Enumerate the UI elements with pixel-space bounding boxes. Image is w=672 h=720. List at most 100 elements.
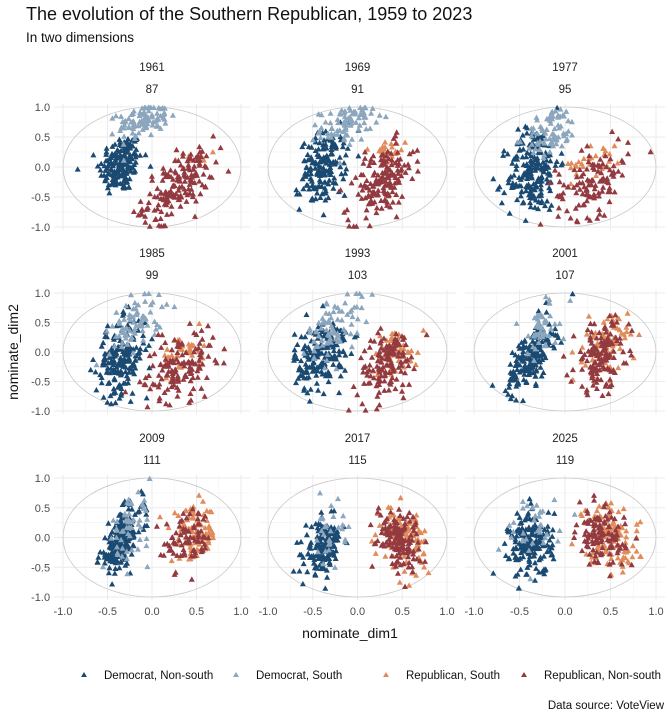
data-point-democrat-non-south <box>312 165 319 171</box>
data-point-democrat-non-south <box>336 351 343 358</box>
data-point-democrat-non-south <box>507 395 514 402</box>
data-point-republican-non-south <box>185 162 192 168</box>
data-point-republican-non-south <box>537 221 544 227</box>
data-point-democrat-south <box>317 490 323 496</box>
data-point-republican-non-south <box>199 361 206 367</box>
data-point-democrat-south <box>171 303 178 310</box>
data-point-republican-non-south <box>144 403 151 410</box>
data-point-democrat-south <box>530 125 537 131</box>
data-point-republican-non-south <box>581 531 588 537</box>
data-point-democrat-south <box>514 139 521 145</box>
data-point-republican-non-south <box>199 182 206 188</box>
unit-circle <box>62 292 242 412</box>
data-point-democrat-non-south <box>291 331 298 337</box>
data-point-democrat-non-south <box>552 162 559 168</box>
x-tick-label: -0.5 <box>98 606 117 618</box>
data-point-democrat-south <box>342 329 349 335</box>
data-point-democrat-non-south <box>337 327 344 333</box>
data-point-republican-south <box>568 540 575 547</box>
data-point-democrat-non-south <box>518 367 525 373</box>
data-point-democrat-non-south <box>319 157 326 164</box>
data-point-republican-non-south <box>373 209 380 216</box>
data-point-republican-non-south <box>190 385 197 392</box>
data-point-democrat-non-south <box>501 189 508 196</box>
data-point-democrat-non-south <box>325 194 332 201</box>
data-point-republican-non-south <box>573 521 580 528</box>
data-point-democrat-south <box>334 127 341 134</box>
data-point-republican-non-south <box>378 358 385 365</box>
data-point-republican-south <box>585 313 592 319</box>
data-point-democrat-south <box>132 330 138 336</box>
data-point-republican-south <box>421 564 428 570</box>
data-point-democrat-non-south <box>551 510 558 516</box>
data-point-republican-non-south <box>410 527 417 533</box>
x-tick-label: 1.0 <box>648 606 663 618</box>
data-point-republican-non-south <box>199 336 206 342</box>
points <box>293 104 421 229</box>
data-point-republican-non-south <box>384 362 391 368</box>
data-point-democrat-non-south <box>135 327 142 333</box>
data-point-democrat-south <box>551 321 558 327</box>
data-point-republican-non-south <box>605 523 612 530</box>
data-point-republican-non-south <box>378 152 385 158</box>
data-point-republican-south <box>196 492 202 498</box>
data-point-republican-non-south <box>598 551 605 558</box>
y-tick-label: -0.5 <box>31 192 50 204</box>
data-point-democrat-south <box>335 495 341 502</box>
data-point-republican-south <box>625 547 632 554</box>
legend-label: Republican, South <box>406 670 500 682</box>
data-point-democrat-non-south <box>538 186 544 192</box>
data-point-republican-south <box>615 508 622 515</box>
data-point-democrat-south <box>528 132 535 139</box>
data-point-republican-non-south <box>188 171 195 178</box>
data-point-republican-non-south <box>210 133 217 139</box>
data-point-democrat-south <box>341 539 348 545</box>
data-point-democrat-south <box>100 563 106 570</box>
data-point-republican-non-south <box>163 372 170 378</box>
data-point-democrat-south <box>347 308 354 315</box>
data-point-democrat-south <box>139 126 146 132</box>
data-point-republican-non-south <box>594 558 601 565</box>
data-point-democrat-south <box>533 502 540 508</box>
data-point-democrat-south <box>319 516 326 522</box>
data-point-democrat-non-south <box>501 540 508 546</box>
data-point-democrat-non-south <box>535 193 542 199</box>
data-point-republican-non-south <box>398 362 405 368</box>
data-point-democrat-non-south <box>305 156 312 163</box>
data-point-democrat-south <box>546 296 553 302</box>
unit-circle <box>62 477 242 598</box>
data-point-republican-south <box>204 517 210 523</box>
data-point-democrat-non-south <box>129 137 136 143</box>
data-point-democrat-non-south <box>509 160 516 166</box>
data-point-democrat-non-south <box>523 187 530 194</box>
data-point-democrat-south <box>541 330 547 336</box>
data-point-democrat-non-south <box>298 538 304 545</box>
data-point-democrat-south <box>315 333 322 339</box>
data-point-democrat-non-south <box>105 520 112 526</box>
data-point-democrat-south <box>140 313 147 319</box>
x-tick-label: 0.0 <box>144 606 159 618</box>
data-point-republican-non-south <box>564 207 570 214</box>
data-point-democrat-non-south <box>102 167 109 173</box>
data-point-democrat-non-south <box>291 346 298 353</box>
data-point-democrat-non-south <box>304 151 311 157</box>
legend-triangle-icon <box>233 672 239 677</box>
data-point-democrat-non-south <box>330 347 337 354</box>
data-point-republican-non-south <box>584 176 591 183</box>
data-point-republican-south <box>621 334 628 341</box>
data-point-democrat-non-south <box>140 332 147 338</box>
data-point-democrat-non-south <box>143 511 150 517</box>
data-point-democrat-south <box>323 357 330 363</box>
data-point-democrat-south <box>149 299 156 305</box>
data-point-democrat-south <box>546 299 553 306</box>
data-point-republican-non-south <box>593 385 600 391</box>
data-point-democrat-south <box>537 509 544 515</box>
data-point-democrat-south <box>318 111 325 118</box>
data-point-democrat-non-south <box>532 559 538 566</box>
data-point-republican-non-south <box>171 382 178 388</box>
data-point-democrat-non-south <box>533 565 540 571</box>
data-point-democrat-south <box>325 541 332 547</box>
data-point-democrat-non-south <box>133 344 140 350</box>
data-point-republican-non-south <box>184 537 191 544</box>
